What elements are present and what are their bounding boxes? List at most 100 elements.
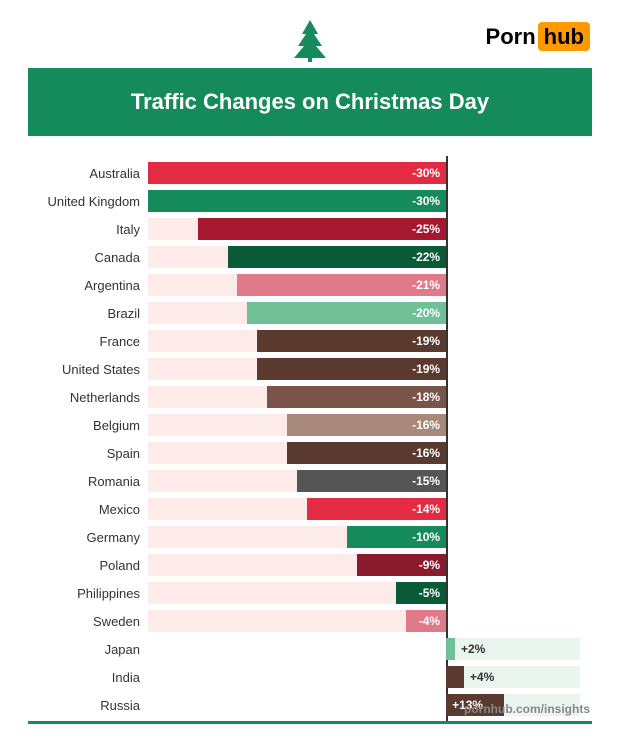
bar-row: Philippines -5% — [40, 580, 580, 606]
country-label: Netherlands — [40, 390, 148, 405]
country-label: United States — [40, 362, 148, 377]
axis-area: -20% — [148, 300, 580, 326]
logo-part2: hub — [538, 22, 590, 51]
bar-row: Australia -30% — [40, 160, 580, 186]
value-label: -4% — [413, 614, 446, 628]
value-label: -18% — [406, 390, 446, 404]
value-label: -9% — [413, 558, 446, 572]
value-label: -25% — [406, 222, 446, 236]
axis-area: -16% — [148, 412, 580, 438]
logo-part1: Porn — [486, 24, 536, 49]
value-label: -19% — [406, 334, 446, 348]
country-label: Italy — [40, 222, 148, 237]
axis-area: -15% — [148, 468, 580, 494]
value-bar: -30% — [148, 190, 446, 212]
chart-title: Traffic Changes on Christmas Day — [28, 68, 592, 136]
country-label: Japan — [40, 642, 148, 657]
value-bar: -30% — [148, 162, 446, 184]
bottom-rule — [28, 721, 592, 724]
value-label: +4% — [464, 670, 500, 684]
country-label: United Kingdom — [40, 194, 148, 209]
value-label: -16% — [406, 418, 446, 432]
bar-row: Belgium -16% — [40, 412, 580, 438]
value-bar: -25% — [198, 218, 446, 240]
country-label: Philippines — [40, 586, 148, 601]
bar-row: Sweden -4% — [40, 608, 580, 634]
bar-row: India +4% — [40, 664, 580, 690]
country-label: Poland — [40, 558, 148, 573]
country-label: Argentina — [40, 278, 148, 293]
axis-area: -9% — [148, 552, 580, 578]
value-label: -22% — [406, 250, 446, 264]
axis-area: -30% — [148, 160, 580, 186]
axis-area: -5% — [148, 580, 580, 606]
axis-area: -16% — [148, 440, 580, 466]
brand-logo: Pornhub — [486, 24, 590, 50]
axis-area: -10% — [148, 524, 580, 550]
axis-area: -18% — [148, 384, 580, 410]
bar-row: Mexico -14% — [40, 496, 580, 522]
value-label: -30% — [406, 166, 446, 180]
bar-row: Argentina -21% — [40, 272, 580, 298]
bar-row: United States -19% — [40, 356, 580, 382]
value-label: -15% — [406, 474, 446, 488]
source-footer: pornhub.com/insights — [464, 702, 590, 716]
value-bar: -19% — [257, 330, 446, 352]
value-bar: -16% — [287, 442, 446, 464]
bar-row: Italy -25% — [40, 216, 580, 242]
value-label: +2% — [455, 642, 491, 656]
country-label: Romania — [40, 474, 148, 489]
value-bar: -14% — [307, 498, 446, 520]
country-label: Spain — [40, 446, 148, 461]
value-label: -5% — [413, 586, 446, 600]
bar-row: Japan +2% — [40, 636, 580, 662]
value-bar: -15% — [297, 470, 446, 492]
bar-row: Netherlands -18% — [40, 384, 580, 410]
value-bar: -16% — [287, 414, 446, 436]
value-bar: -10% — [347, 526, 446, 548]
value-bar: -5% — [396, 582, 446, 604]
bar-row: Spain -16% — [40, 440, 580, 466]
axis-area: -30% — [148, 188, 580, 214]
bar-row: Brazil-20% — [40, 300, 580, 326]
country-label: Germany — [40, 530, 148, 545]
axis-area: -21% — [148, 272, 580, 298]
value-label: -30% — [406, 194, 446, 208]
country-label: Mexico — [40, 502, 148, 517]
value-bar: -4% — [406, 610, 446, 632]
value-label: -19% — [406, 362, 446, 376]
bar-row: France -19% — [40, 328, 580, 354]
value-label: -21% — [406, 278, 446, 292]
value-bar: +4% — [446, 666, 464, 688]
country-label: Russia — [40, 698, 148, 713]
traffic-bar-chart: Australia -30% United Kingdom -30% Italy -25%… — [40, 160, 580, 720]
value-bar: -19% — [257, 358, 446, 380]
country-label: Belgium — [40, 418, 148, 433]
bar-row: Germany -10% — [40, 524, 580, 550]
value-bar: +2% — [446, 638, 455, 660]
value-label: -16% — [406, 446, 446, 460]
value-label: -10% — [406, 530, 446, 544]
country-label: India — [40, 670, 148, 685]
value-bar: -21% — [237, 274, 446, 296]
axis-area: -19% — [148, 356, 580, 382]
bar-row: United Kingdom -30% — [40, 188, 580, 214]
bar-row: Canada -22% — [40, 244, 580, 270]
axis-area: +2% — [148, 636, 580, 662]
axis-area: -19% — [148, 328, 580, 354]
value-bar: -20% — [247, 302, 446, 324]
axis-area: -25% — [148, 216, 580, 242]
bar-row: Poland -9% — [40, 552, 580, 578]
value-bar: -22% — [228, 246, 447, 268]
country-label: France — [40, 334, 148, 349]
country-label: Australia — [40, 166, 148, 181]
country-label: Canada — [40, 250, 148, 265]
christmas-tree-icon — [292, 18, 328, 62]
axis-area: +4% — [148, 664, 580, 690]
value-label: -14% — [406, 502, 446, 516]
axis-area: -14% — [148, 496, 580, 522]
country-label: Sweden — [40, 614, 148, 629]
value-bar: -9% — [357, 554, 446, 576]
value-label: -20% — [406, 306, 446, 320]
value-bar: -18% — [267, 386, 446, 408]
